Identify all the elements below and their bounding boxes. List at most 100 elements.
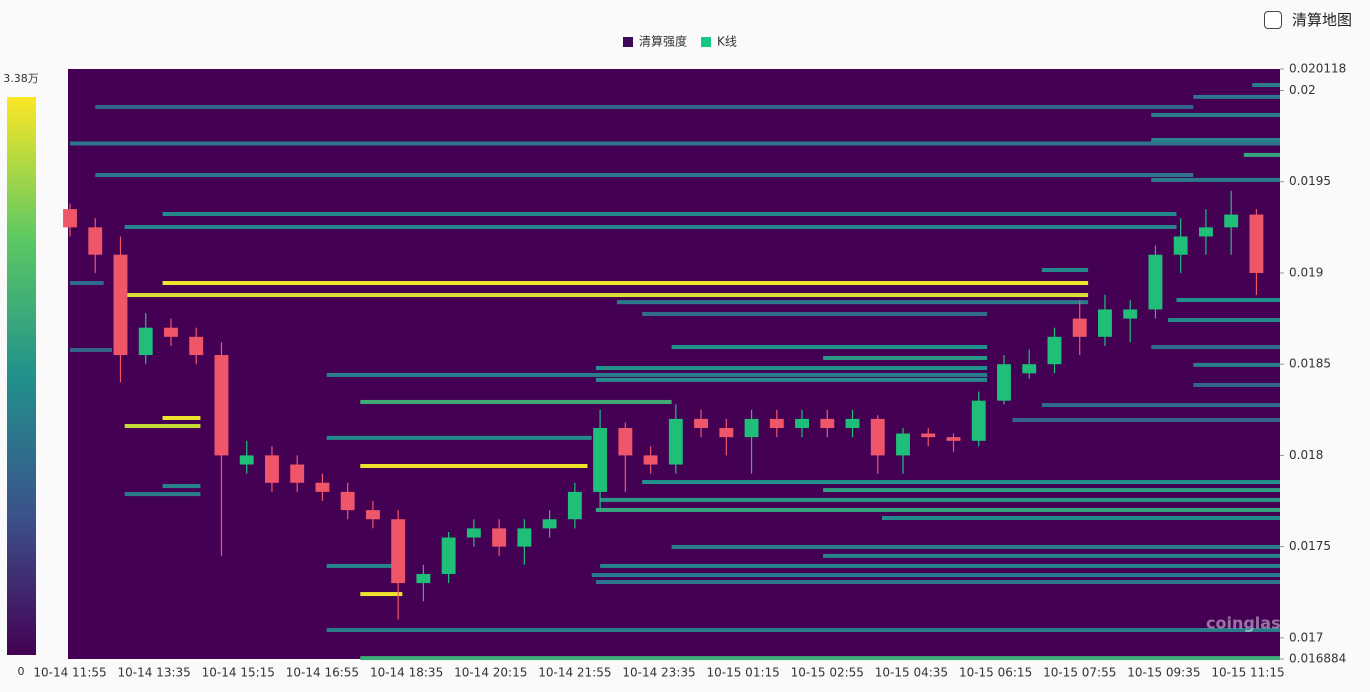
- candle-body: [239, 455, 254, 465]
- liquidation-band: [600, 497, 1280, 502]
- checkbox[interactable]: [1264, 10, 1282, 29]
- liquidation-band: [124, 224, 1177, 229]
- candle-body: [138, 327, 153, 356]
- y-tick-label: 0.0185: [1289, 357, 1331, 371]
- candle-body: [214, 355, 229, 456]
- liquidation-band: [1252, 83, 1280, 88]
- liquidation-band: [162, 484, 201, 489]
- liquidation-band: [1193, 382, 1280, 387]
- toggle-label: 清算地图: [1292, 11, 1353, 29]
- candle-body: [820, 418, 835, 429]
- candle-body: [971, 400, 986, 441]
- x-tick-label: 10-15 02:55: [791, 666, 864, 680]
- legend-label: 清算强度: [639, 34, 687, 49]
- candle-body: [997, 364, 1011, 401]
- candle-body: [618, 428, 633, 456]
- candle-body: [1148, 254, 1163, 310]
- x-tick-label: 10-14 15:15: [202, 666, 275, 680]
- x-tick-label: 10-14 20:15: [454, 666, 527, 680]
- y-tick-label: 0.019: [1289, 265, 1323, 279]
- candle-body: [391, 519, 406, 584]
- liquidation-band: [1193, 94, 1280, 99]
- x-tick-label: 10-15 09:35: [1127, 666, 1200, 680]
- liquidation-band: [671, 345, 988, 350]
- candle-body: [1098, 309, 1112, 337]
- liquidation-band: [70, 280, 104, 285]
- candle-body: [668, 418, 683, 465]
- liquidation-band: [642, 480, 1280, 485]
- liquidation-band: [616, 300, 1089, 305]
- candle-body: [1072, 318, 1087, 337]
- liquidation-band: [162, 416, 201, 421]
- candle-body: [466, 528, 481, 538]
- candle-body: [340, 491, 355, 511]
- candle-body: [1173, 236, 1188, 255]
- liquidation-band: [326, 563, 403, 568]
- candle-body: [492, 528, 507, 547]
- liquidation-band: [595, 377, 988, 382]
- candle-body: [441, 537, 456, 574]
- candle-body: [88, 227, 103, 255]
- liquidation-band: [1041, 268, 1089, 273]
- liquidation-band: [326, 372, 988, 377]
- liquidation-band: [595, 366, 988, 371]
- candle-body: [517, 528, 532, 547]
- candle-body: [189, 336, 204, 356]
- candle-body: [1123, 309, 1138, 319]
- candle-body: [567, 491, 582, 520]
- liquidation-band: [326, 627, 1280, 632]
- candle-body: [164, 327, 178, 337]
- heatmap-toggle[interactable]: 清算地图: [1264, 9, 1352, 30]
- x-tick-label: 10-14 18:35: [370, 666, 443, 680]
- liquidation-band: [823, 553, 1280, 558]
- liquidation-band: [360, 592, 403, 597]
- candle-body: [719, 428, 734, 438]
- liquidation-band: [823, 355, 988, 360]
- y-tick-label: 0.0195: [1289, 174, 1331, 188]
- x-tick-label: 10-15 04:35: [875, 666, 948, 680]
- candle-body: [416, 573, 431, 584]
- candle-body: [365, 510, 380, 520]
- liquidation-band: [360, 399, 672, 404]
- liquidation-band: [1151, 177, 1280, 182]
- candle-body: [1249, 214, 1264, 273]
- x-tick-label: 10-14 21:55: [538, 666, 611, 680]
- legend-swatch: [623, 37, 633, 47]
- liquidation-band: [591, 573, 1280, 578]
- candle-body: [593, 428, 608, 492]
- candle-body: [921, 433, 936, 438]
- liquidation-band: [1168, 318, 1280, 323]
- liquidation-band: [600, 563, 1280, 568]
- colorbar-label: 0: [18, 665, 25, 678]
- liquidation-band: [1151, 137, 1280, 142]
- colorbar: [7, 97, 36, 655]
- candle-body: [795, 418, 809, 429]
- x-tick-label: 10-14 23:35: [622, 666, 695, 680]
- legend-label: K线: [717, 35, 737, 49]
- candle-body: [290, 464, 305, 483]
- liquidation-band: [1041, 403, 1280, 408]
- colorbar-label: 3.38万: [3, 72, 39, 85]
- liquidation-band: [595, 507, 1280, 512]
- x-tick-label: 10-14 16:55: [286, 666, 359, 680]
- liquidation-band: [124, 293, 1089, 298]
- candle-body: [265, 455, 279, 483]
- liquidation-band: [595, 580, 1280, 585]
- candle-body: [769, 418, 784, 429]
- candle-body: [1224, 214, 1239, 228]
- liquidation-band: [1151, 345, 1280, 350]
- x-tick-label: 10-15 01:15: [707, 666, 780, 680]
- candle-body: [1047, 336, 1062, 365]
- candle-body: [63, 209, 77, 228]
- x-tick-label: 10-14 13:35: [118, 666, 191, 680]
- y-tick-label: 0.0175: [1289, 539, 1331, 553]
- liquidation-band: [642, 312, 988, 317]
- liquidation-band: [124, 424, 201, 429]
- x-tick-label: 10-14 11:55: [33, 666, 106, 680]
- candle-body: [643, 455, 658, 465]
- liquidation-band: [1151, 112, 1280, 117]
- liquidation-band: [881, 515, 1280, 520]
- candle-body: [870, 418, 885, 456]
